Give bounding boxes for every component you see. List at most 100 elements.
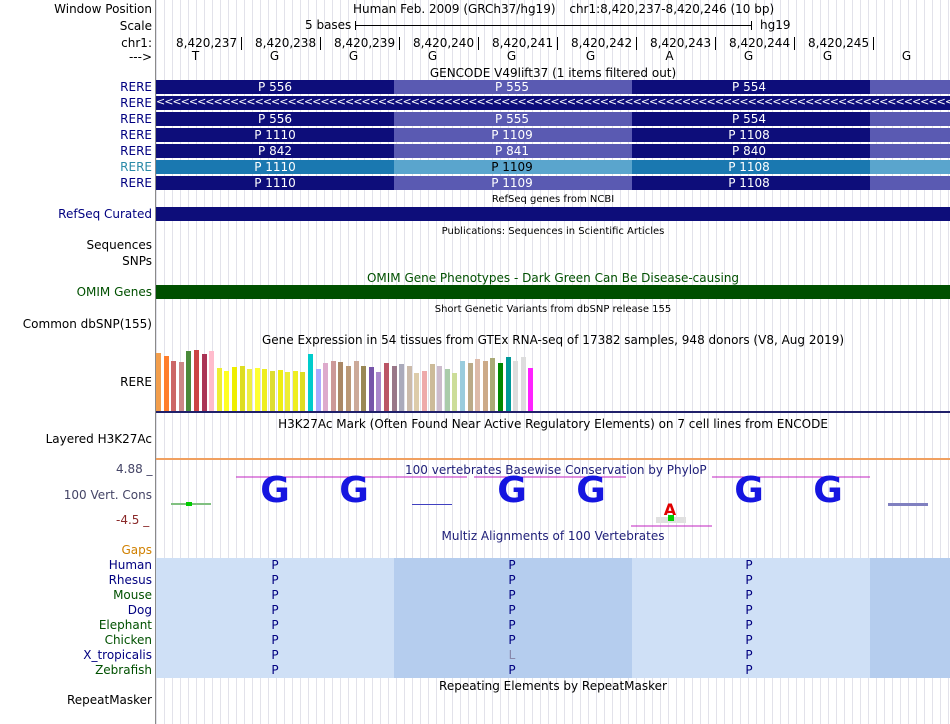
gencode-row-label[interactable]: RERE xyxy=(120,80,152,94)
multiz-species-label[interactable]: Mouse xyxy=(113,588,152,602)
gencode-row-label[interactable]: RERE xyxy=(120,160,152,174)
gtex-bar-chart[interactable] xyxy=(156,348,536,411)
gtex-bar[interactable] xyxy=(292,371,298,411)
gtex-bar[interactable] xyxy=(391,366,397,411)
gtex-bar[interactable] xyxy=(300,372,306,411)
multiz-segment xyxy=(870,558,950,573)
gtex-bar[interactable] xyxy=(216,368,222,411)
gtex-bar[interactable] xyxy=(232,367,237,411)
gtex-bar[interactable] xyxy=(338,362,344,411)
gtex-bar[interactable] xyxy=(505,357,511,411)
refseq-track-bar[interactable] xyxy=(156,207,950,221)
gtex-bar[interactable] xyxy=(437,366,443,411)
gencode-row[interactable]: P 556 P 555 P 554 xyxy=(156,112,950,126)
gtex-bar[interactable] xyxy=(330,361,336,411)
gtex-bar[interactable] xyxy=(513,361,519,411)
gtex-bar[interactable] xyxy=(528,368,534,411)
gtex-bar[interactable] xyxy=(323,363,329,411)
omim-track-bar[interactable] xyxy=(156,285,950,299)
gtex-bar[interactable] xyxy=(247,369,253,411)
gtex-bar[interactable] xyxy=(361,366,367,411)
multiz-species-label[interactable]: Chicken xyxy=(104,633,152,647)
gtex-bar[interactable] xyxy=(399,364,405,411)
gtex-bar[interactable] xyxy=(270,371,275,411)
gtex-bar[interactable] xyxy=(346,366,351,411)
multiz-aa: P xyxy=(745,618,753,632)
gtex-bar[interactable] xyxy=(429,364,435,411)
gtex-bar[interactable] xyxy=(368,367,374,411)
gtex-bar[interactable] xyxy=(376,372,382,411)
gtex-bar[interactable] xyxy=(201,354,207,411)
gtex-bar[interactable] xyxy=(384,363,389,411)
gtex-bar[interactable] xyxy=(482,361,488,411)
gtex-bar[interactable] xyxy=(156,353,161,411)
gtex-bar[interactable] xyxy=(186,351,192,411)
gtex-bar[interactable] xyxy=(254,368,260,411)
gtex-bar[interactable] xyxy=(475,359,481,411)
repeatmasker-label[interactable]: RepeatMasker xyxy=(66,693,152,707)
gencode-row-label[interactable]: RERE xyxy=(120,96,152,110)
gencode-row[interactable]: P 556 P 555 P 554 xyxy=(156,80,950,94)
gencode-row[interactable]: P 842 P 841 P 840 xyxy=(156,144,950,158)
gencode-row[interactable]: P 1110 P 1109 P 1108 xyxy=(156,160,950,174)
gencode-row-label[interactable]: RERE xyxy=(120,112,152,126)
multiz-species-label[interactable]: Dog xyxy=(127,603,152,617)
exon-segment xyxy=(156,80,394,94)
gtex-bar[interactable] xyxy=(414,373,420,411)
multiz-species-label[interactable]: Human xyxy=(108,558,152,572)
phylop-label[interactable]: 100 Vert. Cons xyxy=(63,488,152,502)
amino-acid-label: P 555 xyxy=(495,80,529,94)
gtex-bar[interactable] xyxy=(444,369,450,411)
gtex-bar[interactable] xyxy=(277,370,283,411)
gtex-bar[interactable] xyxy=(315,369,321,411)
amino-acid-label: P 1110 xyxy=(254,176,296,190)
gtex-bar[interactable] xyxy=(498,363,503,411)
gtex-bar[interactable] xyxy=(308,354,313,411)
multiz-species-label[interactable]: X_tropicalis xyxy=(83,648,152,662)
gtex-bar[interactable] xyxy=(262,369,268,411)
gencode-row-label[interactable]: RERE xyxy=(120,176,152,190)
gtex-bar[interactable] xyxy=(209,351,215,411)
gtex-bar[interactable] xyxy=(460,361,465,411)
gtex-bar[interactable] xyxy=(353,361,359,411)
gtex-bar[interactable] xyxy=(224,371,230,411)
gtex-bar[interactable] xyxy=(194,350,199,411)
gtex-bar[interactable] xyxy=(171,361,177,411)
h3k27ac-label[interactable]: Layered H3K27Ac xyxy=(45,432,152,446)
phylop-track[interactable]: G G G G A G G xyxy=(156,470,950,530)
gtex-bar[interactable] xyxy=(285,372,291,411)
multiz-species-label[interactable]: Elephant xyxy=(98,618,152,632)
gtex-bar[interactable] xyxy=(520,357,526,411)
gtex-bar[interactable] xyxy=(163,356,169,411)
gencode-row-label[interactable]: RERE xyxy=(120,144,152,158)
gtex-bar[interactable] xyxy=(452,373,458,411)
omim-label[interactable]: OMIM Genes xyxy=(76,285,152,299)
multiz-gaps-label[interactable]: Gaps xyxy=(121,543,152,557)
gtex-label[interactable]: RERE xyxy=(120,375,152,389)
gtex-bar[interactable] xyxy=(406,366,412,411)
gencode-row[interactable]: P 1110 P 1109 P 1108 xyxy=(156,176,950,190)
publications-label-sequences[interactable]: Sequences xyxy=(86,238,152,252)
refseq-label[interactable]: RefSeq Curated xyxy=(58,207,152,221)
gencode-row[interactable]: P 1110 P 1109 P 1108 xyxy=(156,128,950,142)
multiz-species-label[interactable]: Zebrafish xyxy=(95,663,152,677)
gtex-bar[interactable] xyxy=(467,363,473,411)
gtex-bar[interactable] xyxy=(178,362,184,411)
publications-label-snps[interactable]: SNPs xyxy=(122,254,152,268)
gencode-row[interactable]: <<<<<<<<<<<<<<<<<<<<<<<<<<<<<<<<<<<<<<<<… xyxy=(156,95,950,110)
gtex-bar[interactable] xyxy=(239,366,245,411)
multiz-species-label[interactable]: Rhesus xyxy=(108,573,152,587)
gencode-row-label[interactable]: RERE xyxy=(120,128,152,142)
dbsnp-label[interactable]: Common dbSNP(155) xyxy=(22,317,152,331)
gtex-bar[interactable] xyxy=(490,358,496,411)
gtex-bar[interactable] xyxy=(422,371,427,411)
